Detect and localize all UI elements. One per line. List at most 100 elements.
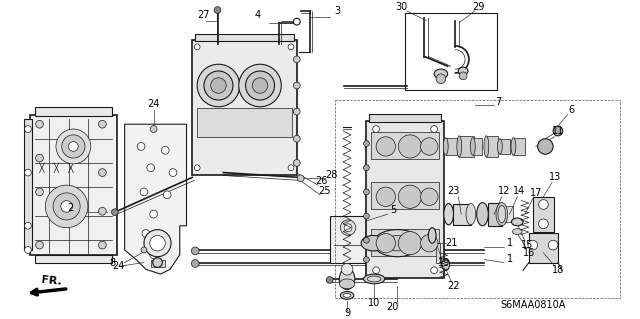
Bar — [195, 34, 294, 41]
Text: 28: 28 — [325, 170, 338, 181]
Circle shape — [150, 251, 157, 259]
Circle shape — [142, 230, 150, 237]
Bar — [35, 255, 112, 263]
Circle shape — [211, 78, 226, 93]
Circle shape — [297, 175, 304, 182]
Text: 17: 17 — [529, 188, 542, 198]
Circle shape — [137, 143, 145, 150]
Bar — [373, 230, 422, 257]
Circle shape — [398, 185, 422, 208]
Circle shape — [364, 189, 369, 195]
Ellipse shape — [458, 67, 468, 75]
Circle shape — [150, 235, 165, 251]
Circle shape — [36, 188, 44, 196]
Circle shape — [398, 135, 422, 158]
Text: 2: 2 — [67, 203, 74, 213]
Text: 19: 19 — [438, 257, 450, 268]
Bar — [436, 243, 440, 263]
Ellipse shape — [444, 138, 448, 155]
Circle shape — [293, 108, 300, 115]
Circle shape — [191, 247, 199, 255]
Circle shape — [24, 247, 31, 253]
Bar — [506, 206, 513, 222]
Ellipse shape — [339, 279, 355, 289]
Circle shape — [24, 222, 31, 229]
Text: S6MAA0810A: S6MAA0810A — [500, 300, 566, 310]
Circle shape — [161, 146, 169, 154]
Bar — [488, 203, 502, 226]
Circle shape — [61, 201, 72, 212]
Ellipse shape — [408, 236, 416, 250]
Circle shape — [195, 165, 200, 171]
Bar — [445, 138, 458, 155]
Circle shape — [68, 142, 78, 151]
Bar — [405, 13, 497, 90]
Text: 7: 7 — [495, 97, 501, 107]
Circle shape — [293, 160, 300, 166]
Circle shape — [36, 241, 44, 249]
Bar — [330, 216, 367, 263]
Circle shape — [431, 267, 438, 274]
Ellipse shape — [442, 259, 450, 270]
Text: 4: 4 — [255, 10, 261, 20]
Ellipse shape — [340, 292, 354, 299]
Ellipse shape — [497, 139, 502, 154]
Circle shape — [376, 187, 396, 206]
Circle shape — [56, 129, 91, 164]
Bar — [193, 40, 297, 175]
Text: 10: 10 — [368, 298, 380, 308]
Circle shape — [288, 165, 294, 171]
Ellipse shape — [511, 218, 523, 226]
Ellipse shape — [373, 230, 422, 257]
Circle shape — [24, 169, 31, 176]
Circle shape — [538, 139, 553, 154]
Circle shape — [326, 277, 333, 283]
Circle shape — [246, 71, 275, 100]
Text: 12: 12 — [497, 186, 510, 196]
Text: 21: 21 — [445, 238, 458, 248]
Bar — [371, 182, 439, 209]
Circle shape — [111, 209, 118, 216]
Circle shape — [293, 56, 300, 63]
Circle shape — [293, 82, 300, 89]
Circle shape — [372, 267, 380, 274]
Text: 11: 11 — [552, 126, 564, 136]
Circle shape — [99, 169, 106, 176]
Circle shape — [364, 141, 369, 146]
Text: 24: 24 — [113, 261, 125, 271]
Ellipse shape — [444, 204, 454, 225]
Circle shape — [140, 188, 148, 196]
Ellipse shape — [343, 293, 351, 297]
Circle shape — [420, 138, 438, 155]
Circle shape — [376, 234, 396, 253]
Circle shape — [398, 232, 422, 255]
Circle shape — [141, 247, 147, 253]
Circle shape — [436, 74, 445, 84]
Circle shape — [153, 258, 163, 267]
Ellipse shape — [361, 235, 385, 251]
Circle shape — [528, 240, 538, 250]
Circle shape — [45, 185, 88, 228]
Circle shape — [364, 237, 369, 243]
Text: 5: 5 — [390, 205, 397, 215]
Circle shape — [539, 219, 548, 229]
Text: 26: 26 — [316, 176, 328, 186]
Bar — [532, 197, 554, 232]
Ellipse shape — [385, 235, 410, 251]
Ellipse shape — [428, 228, 436, 243]
Text: 22: 22 — [447, 281, 460, 291]
Text: 6: 6 — [568, 105, 575, 115]
Text: 25: 25 — [319, 186, 331, 196]
Ellipse shape — [466, 204, 476, 225]
Ellipse shape — [341, 263, 353, 275]
Circle shape — [293, 18, 300, 25]
Circle shape — [144, 230, 171, 257]
Circle shape — [553, 126, 563, 136]
Ellipse shape — [470, 138, 476, 155]
Circle shape — [420, 234, 438, 252]
Ellipse shape — [434, 69, 447, 79]
Ellipse shape — [511, 138, 516, 155]
Bar — [24, 119, 32, 250]
Bar — [369, 114, 441, 122]
Bar — [371, 132, 439, 159]
